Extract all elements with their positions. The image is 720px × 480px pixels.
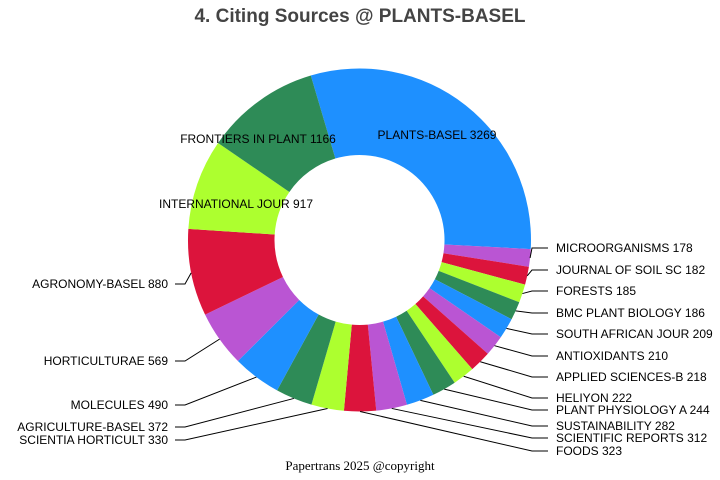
- slice-label: SOUTH AFRICAN JOUR 209: [556, 327, 713, 341]
- slice-label: APPLIED SCIENCES-B 218: [556, 370, 707, 384]
- slice-label: SUSTAINABILITY 282: [556, 419, 675, 433]
- chart-title: 4. Citing Sources @ PLANTS-BASEL: [194, 6, 526, 27]
- donut-slice: [310, 68, 531, 250]
- leader-line: [420, 399, 548, 427]
- leader-line: [522, 290, 548, 295]
- leader-line: [175, 376, 257, 406]
- donut-slice: [429, 279, 512, 338]
- leader-line: [529, 247, 548, 259]
- leader-line: [359, 411, 548, 452]
- leader-line: [175, 408, 328, 441]
- donut-slice: [367, 321, 407, 411]
- slice-label: HELIYON 222: [556, 391, 632, 405]
- leader-line: [463, 375, 548, 399]
- donut-slice: [188, 228, 283, 315]
- donut-slice: [218, 75, 336, 192]
- slice-label: PLANTS-BASEL 3269: [378, 128, 497, 142]
- slice-label: MICROORGANISMS 178: [556, 241, 693, 255]
- slice-label: SCIENTIA HORTICULT 330: [19, 433, 168, 447]
- copyright-footer: Papertrans 2025 @copyright: [285, 458, 435, 473]
- leader-line: [494, 345, 548, 357]
- leader-line: [391, 407, 548, 439]
- slice-label: BMC PLANT BIOLOGY 186: [556, 306, 705, 320]
- slice-label: ANTIOXIDANTS 210: [556, 349, 668, 363]
- donut-slice: [443, 244, 531, 267]
- slice-label: AGRICULTURE-BASEL 372: [17, 420, 168, 434]
- leader-line: [506, 327, 548, 335]
- slice-label: FORESTS 185: [556, 284, 636, 298]
- slice-label: PLANT PHYSIOLOGY A 244: [556, 403, 710, 417]
- slice-label: AGRONOMY-BASEL 880: [32, 277, 168, 291]
- slice-label: HORTICULTURAE 569: [44, 354, 169, 368]
- donut-slice: [343, 324, 377, 412]
- slice-label: INTERNATIONAL JOUR 917: [159, 197, 313, 211]
- donut-slice: [396, 310, 455, 395]
- donut-slice: [205, 276, 300, 361]
- donut-slice: [311, 321, 352, 411]
- slice-label: MOLECULES 490: [71, 398, 169, 412]
- donut-slice: [383, 316, 434, 405]
- donut-slice: [438, 262, 526, 303]
- donut-slice: [406, 304, 473, 383]
- leader-line: [480, 361, 548, 378]
- donut-slice: [434, 270, 520, 320]
- donut-slice: [415, 296, 488, 370]
- leader-line: [175, 272, 192, 285]
- leader-line: [444, 388, 548, 411]
- slice-label: FOODS 323: [556, 444, 622, 458]
- slice-label: SCIENTIFIC REPORTS 312: [556, 431, 707, 445]
- donut-slice: [237, 299, 319, 391]
- donut-slice: [423, 288, 501, 354]
- leader-line: [175, 338, 220, 362]
- slice-label: FRONTIERS IN PLANT 1166: [180, 132, 336, 146]
- donut-slice: [188, 143, 290, 235]
- donut-slice: [277, 314, 336, 405]
- leader-line: [515, 310, 548, 314]
- leader-line: [526, 269, 548, 277]
- slice-label: JOURNAL OF SOIL SC 182: [556, 263, 705, 277]
- donut-slice: [441, 253, 529, 285]
- leader-line: [175, 397, 294, 428]
